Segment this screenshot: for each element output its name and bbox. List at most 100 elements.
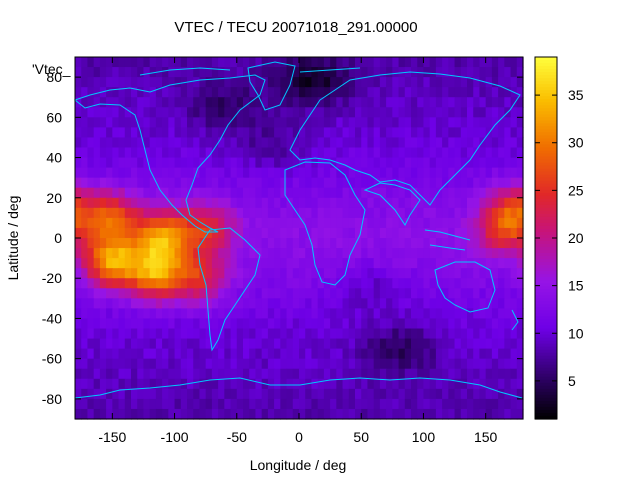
colorbar-segment: [535, 322, 557, 327]
heatmap-cell: [467, 77, 474, 88]
heatmap-cell: [180, 197, 188, 209]
heatmap-cell: [485, 328, 493, 340]
heatmap-cell: [299, 97, 306, 108]
heatmap-cell: [448, 127, 456, 139]
heatmap-cell: [87, 368, 95, 380]
colorbar-segment: [535, 400, 557, 405]
heatmap-cell: [299, 358, 306, 370]
heatmap-cell: [168, 127, 176, 139]
heatmap-cell: [180, 318, 188, 330]
heatmap-cell: [473, 398, 481, 410]
heatmap-cell: [168, 87, 176, 98]
heatmap-cell: [404, 388, 412, 400]
heatmap-cell: [330, 368, 337, 380]
heatmap-cell: [205, 227, 213, 239]
heatmap-cell: [336, 268, 344, 279]
heatmap-cell: [87, 338, 95, 350]
heatmap-cell: [479, 308, 487, 320]
heatmap-cell: [411, 197, 418, 209]
heatmap-cell: [93, 238, 101, 249]
heatmap-cell: [510, 177, 518, 189]
heatmap-cell: [155, 278, 163, 289]
heatmap-cell: [155, 197, 163, 209]
heatmap-cell: [243, 398, 250, 410]
heatmap-cell: [149, 338, 157, 350]
heatmap-cell: [81, 248, 89, 259]
heatmap-cell: [292, 298, 300, 309]
heatmap-cell: [491, 368, 499, 380]
colorbar-segment: [535, 388, 557, 393]
heatmap-cell: [467, 187, 474, 199]
heatmap-cell: [236, 107, 244, 118]
heatmap-cell: [423, 147, 431, 159]
heatmap-cell: [467, 197, 474, 209]
heatmap-cell: [429, 177, 437, 189]
heatmap-cell: [199, 187, 207, 199]
heatmap-cell: [106, 318, 113, 330]
heatmap-cell: [491, 157, 499, 169]
heatmap-cell: [124, 87, 132, 98]
heatmap-cell: [516, 117, 524, 128]
heatmap-cell: [243, 358, 250, 370]
heatmap-cell: [131, 97, 138, 108]
heatmap-cell: [361, 217, 369, 229]
heatmap-cell: [174, 187, 182, 199]
heatmap-cell: [411, 358, 418, 370]
heatmap-cell: [155, 338, 163, 350]
heatmap-cell: [485, 177, 493, 189]
heatmap-cell: [131, 248, 138, 259]
heatmap-cell: [491, 67, 499, 78]
heatmap-cell: [118, 87, 126, 98]
heatmap-cell: [386, 258, 393, 269]
heatmap-cell: [124, 378, 132, 390]
heatmap-cell: [81, 238, 89, 249]
heatmap-cell: [187, 87, 194, 98]
heatmap-cell: [398, 368, 406, 380]
heatmap-cell: [467, 67, 474, 78]
heatmap-cell: [180, 167, 188, 179]
heatmap-cell: [417, 298, 425, 309]
colorbar-segment: [535, 343, 557, 348]
colorbar-segment: [535, 286, 557, 290]
heatmap-cell: [336, 348, 344, 360]
heatmap-cell: [255, 117, 263, 128]
heatmap-cell: [448, 197, 456, 209]
heatmap-cell: [305, 57, 313, 68]
heatmap-cell: [180, 117, 188, 128]
heatmap-cell: [498, 238, 505, 249]
heatmap-cell: [317, 258, 325, 269]
heatmap-cell: [93, 248, 101, 259]
heatmap-cell: [211, 408, 219, 420]
heatmap-cell: [280, 207, 288, 219]
heatmap-cell: [118, 248, 126, 259]
heatmap-cell: [473, 227, 481, 239]
heatmap-cell: [211, 238, 219, 249]
heatmap-cell: [211, 107, 219, 118]
heatmap-cell: [243, 117, 250, 128]
heatmap-cell: [373, 248, 381, 259]
heatmap-cell: [454, 197, 462, 209]
heatmap-cell: [429, 248, 437, 259]
heatmap-cell: [498, 157, 505, 169]
heatmap-cell: [274, 217, 281, 229]
heatmap-cell: [87, 298, 95, 309]
heatmap-cell: [448, 147, 456, 159]
heatmap-cell: [112, 167, 120, 179]
heatmap-cell: [473, 187, 481, 199]
heatmap-cell: [118, 258, 126, 269]
heatmap-cell: [168, 187, 176, 199]
heatmap-cell: [373, 298, 381, 309]
heatmap-cell: [392, 318, 400, 330]
heatmap-cell: [174, 408, 182, 420]
heatmap-cell: [473, 338, 481, 350]
heatmap-cell: [504, 87, 512, 98]
heatmap-cell: [174, 248, 182, 259]
heatmap-cell: [249, 207, 257, 219]
heatmap-cell: [317, 137, 325, 149]
heatmap-cell: [299, 318, 306, 330]
heatmap-cell: [504, 338, 512, 350]
heatmap-cell: [218, 258, 225, 269]
heatmap-cell: [267, 227, 275, 239]
colorbar-segment: [535, 198, 557, 203]
heatmap-cell: [460, 318, 468, 330]
